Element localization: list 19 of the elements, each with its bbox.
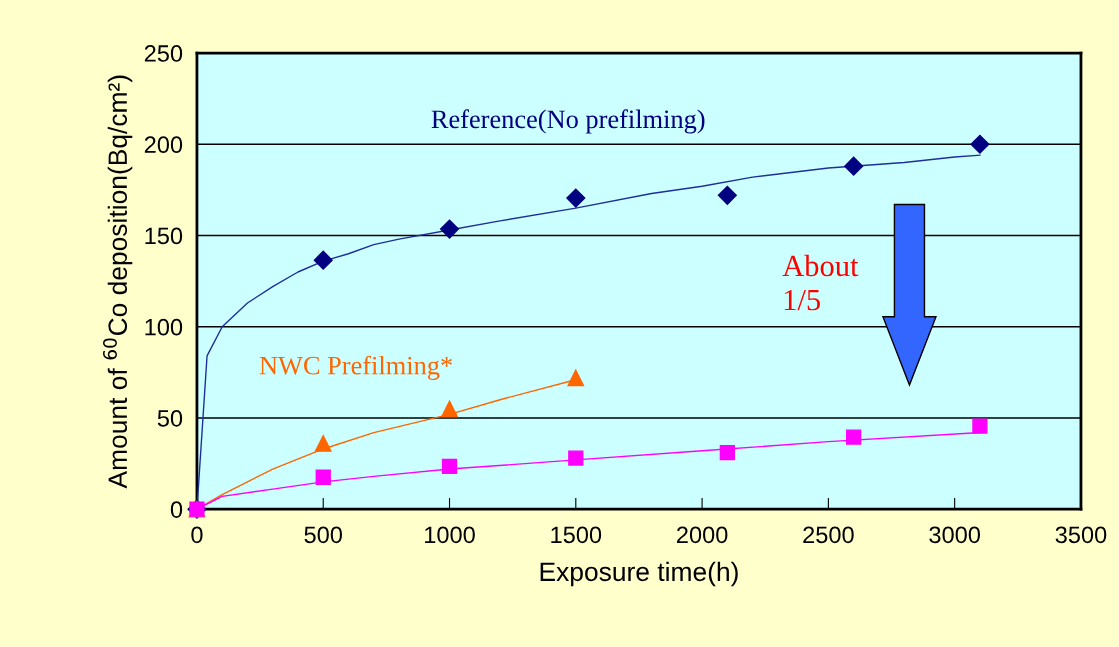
y-tick-label: 0 (170, 501, 183, 518)
annotation: About 1/5 (782, 254, 859, 311)
y-tick-label: 50 (157, 410, 183, 427)
x-tick-label: 1500 (551, 526, 602, 544)
x-tick-label: 1000 (425, 526, 475, 544)
x-tick-label: 3500 (1055, 526, 1107, 544)
y-tick-label: 200 (144, 136, 183, 154)
y-tick-label: 150 (145, 227, 183, 245)
y-axis-title: Amount of $^{60}$Co deposition(Bq/cm²) (103, 75, 133, 489)
x-axis-title: Exposure time(h) (540, 561, 738, 587)
x-tick-label: 3000 (929, 526, 981, 544)
x-tick-label: 0 (191, 526, 203, 544)
y-tick-label: 100 (145, 318, 183, 336)
y-tick-label: 250 (144, 45, 183, 62)
x-tick-label: 2500 (803, 526, 854, 544)
x-tick-label: 500 (304, 526, 343, 544)
text: Reference(No prefilming) (431, 109, 705, 134)
x-tick-label: 2000 (677, 526, 728, 544)
series-label: NWC Prefilming* (259, 355, 452, 380)
